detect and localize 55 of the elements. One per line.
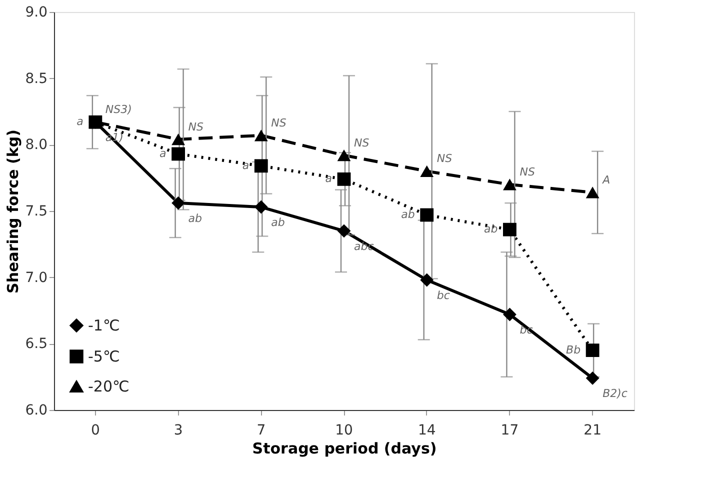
y-axis-title: Shearing force (kg) bbox=[4, 130, 22, 294]
annotation: NS bbox=[520, 165, 535, 178]
annotation: a bbox=[242, 158, 250, 172]
annotation: NS3) bbox=[105, 103, 132, 116]
annotation: ab bbox=[188, 212, 202, 226]
point bbox=[337, 224, 351, 238]
y-tick-label: 6.0 bbox=[25, 402, 48, 418]
point bbox=[254, 159, 268, 173]
x-axis-title: Storage period (days) bbox=[252, 440, 437, 458]
y-tick-label: 6.5 bbox=[25, 336, 48, 352]
point bbox=[586, 186, 600, 198]
annotation: NS bbox=[188, 120, 204, 134]
y-tick-label: 8.0 bbox=[25, 137, 48, 154]
annotation: NS bbox=[354, 136, 370, 150]
x-tick-label: 3 bbox=[174, 422, 183, 438]
annotation: NS bbox=[436, 152, 452, 166]
point bbox=[254, 130, 268, 142]
annotation: ab bbox=[484, 222, 498, 236]
y-tick-label: 7.5 bbox=[25, 204, 48, 220]
annotation: a bbox=[325, 172, 332, 186]
legend-label: -20℃ bbox=[88, 378, 130, 396]
point bbox=[172, 134, 185, 146]
annotation: a bbox=[160, 146, 167, 160]
annotation: A bbox=[602, 173, 610, 186]
point bbox=[172, 196, 185, 210]
point bbox=[503, 178, 516, 190]
annotation: B2)c bbox=[602, 387, 628, 400]
point bbox=[503, 222, 516, 236]
x-tick-label: 7 bbox=[256, 422, 266, 438]
legend-label: -5℃ bbox=[88, 348, 120, 366]
y-tick-label: 7.0 bbox=[25, 270, 48, 286]
annotation: ab bbox=[401, 208, 415, 221]
x-tick-label: 14 bbox=[418, 422, 436, 438]
point bbox=[172, 147, 185, 161]
y-tick-label: 9.0 bbox=[25, 4, 48, 20]
point bbox=[503, 308, 516, 322]
point bbox=[254, 200, 268, 214]
y-tick-label: 8.5 bbox=[25, 70, 48, 87]
x-tick-label: 21 bbox=[584, 422, 602, 438]
annotation: bc bbox=[436, 288, 450, 302]
legend-label: -1℃ bbox=[88, 316, 120, 334]
annotation: Bb bbox=[566, 343, 581, 356]
point bbox=[420, 273, 434, 287]
point bbox=[337, 172, 351, 186]
point bbox=[420, 208, 434, 222]
point bbox=[586, 371, 600, 385]
point bbox=[420, 165, 434, 178]
x-tick-label: 0 bbox=[90, 422, 100, 438]
annotation: ab bbox=[271, 216, 285, 230]
annotation: a bbox=[76, 115, 84, 128]
x-tick-label: 17 bbox=[500, 422, 519, 438]
point bbox=[586, 344, 600, 358]
point bbox=[337, 149, 351, 162]
x-tick-label: 10 bbox=[335, 422, 353, 438]
annotation: NS bbox=[271, 116, 286, 130]
